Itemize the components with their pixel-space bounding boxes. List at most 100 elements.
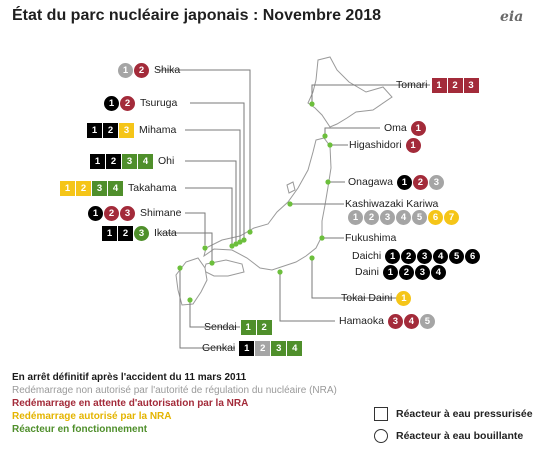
page-title: État du parc nucléaire japonais : Novemb…: [12, 7, 382, 24]
plant-name: Kashiwazaki Kariwa: [345, 198, 439, 210]
plant-name: Mihama: [139, 124, 177, 136]
unit-badge: 1: [348, 209, 363, 225]
plant-daini: Daini 1 2 3 4: [351, 264, 447, 280]
site-marker: [309, 255, 315, 261]
unit-badge: 3: [119, 122, 134, 138]
plant-tokai-daini: Tokai Daini 1: [337, 290, 412, 306]
unit-badge: 5: [412, 209, 427, 225]
leader-shimane: [185, 212, 206, 245]
unit-badge: 2: [255, 340, 271, 356]
unit-badge: 1: [240, 319, 256, 335]
unit-badge: 2: [401, 248, 417, 264]
unit-badge: 4: [433, 248, 449, 264]
unit-badge: 1: [87, 122, 102, 138]
site-marker: [325, 179, 331, 185]
leader-sendai: [189, 300, 240, 328]
plant-name: Ikata: [154, 227, 177, 239]
unit-badge: 4: [396, 209, 411, 225]
leader-oma: [324, 127, 380, 136]
unit-badge: 2: [256, 319, 272, 335]
site-marker: [202, 245, 208, 251]
unit-badge: 2: [134, 62, 149, 78]
plant-hamaoka: Hamaoka 3 4 5: [335, 313, 436, 329]
unit-badge: 3: [463, 77, 479, 93]
site-marker: [187, 297, 193, 303]
plant-name: Takahama: [128, 182, 177, 194]
unit-badge: 3: [120, 205, 135, 221]
site-marker: [229, 243, 235, 249]
unit-badge: 3: [428, 174, 444, 190]
circle-icon: [374, 429, 388, 443]
plant-tsuruga: 1 2 Tsuruga: [104, 95, 181, 111]
unit-badge: 3: [92, 180, 107, 196]
plant-tomari: Tomari 1 2 3: [392, 77, 480, 93]
plant-name: Tsuruga: [140, 97, 178, 109]
legend-not-authorized: Redémarrage non autorisé par l'autorité …: [12, 385, 337, 396]
plant-ikata: 1 2 3 Ikata: [102, 225, 181, 241]
leader-takahama: [185, 187, 233, 246]
unit-badge: 3: [380, 209, 395, 225]
plant-name: Tomari: [396, 79, 428, 91]
unit-badge: 4: [287, 340, 303, 356]
site-marker: [241, 237, 247, 243]
unit-badge: 6: [465, 248, 481, 264]
unit-badge: 4: [138, 153, 153, 169]
plant-name: Tokai Daini: [341, 292, 393, 304]
plant-kashiwazaki-name: Kashiwazaki Kariwa: [341, 196, 442, 212]
unit-badge: 1: [410, 120, 426, 136]
leader-ohi: [185, 160, 237, 244]
unit-badge: 1: [396, 174, 412, 190]
site-marker: [319, 235, 325, 241]
unit-badge: 1: [431, 77, 447, 93]
legend-bwr: Réacteur à eau bouillante: [374, 429, 523, 443]
unit-badge: 7: [444, 209, 459, 225]
leader-tomari: [311, 84, 430, 104]
unit-badge: 1: [405, 137, 421, 153]
plant-name: Ohi: [158, 155, 175, 167]
unit-badge: 1: [60, 180, 75, 196]
plant-ohi: 1 2 3 4 Ohi: [90, 153, 178, 169]
site-marker: [309, 101, 315, 107]
unit-badge: 1: [102, 225, 117, 241]
leader-tokai: [311, 258, 397, 299]
unit-badge: 2: [106, 153, 121, 169]
site-marker: [287, 201, 293, 207]
plant-takahama: 1 2 3 4 Takahama: [60, 180, 180, 196]
plant-fukushima: Fukushima: [341, 230, 400, 246]
unit-badge: 2: [103, 122, 118, 138]
unit-badge: 3: [387, 313, 403, 329]
unit-badge: 1: [382, 264, 398, 280]
unit-badge: 3: [271, 340, 287, 356]
unit-badge: 1: [88, 205, 103, 221]
unit-badge: 1: [385, 248, 401, 264]
site-marker: [327, 142, 333, 148]
unit-badge: 2: [412, 174, 428, 190]
unit-badge: 5: [449, 248, 465, 264]
legend-bwr-label: Réacteur à eau bouillante: [396, 430, 524, 442]
site-marker: [237, 239, 243, 245]
plant-shimane: 1 2 3 Shimane: [88, 205, 185, 221]
leader-tsuruga: [190, 102, 245, 240]
legend-pwr: Réacteur à eau pressurisée: [374, 407, 533, 421]
site-marker: [322, 133, 328, 139]
leader-lines: [157, 69, 430, 349]
plant-sendai: Sendai 1 2: [200, 319, 273, 335]
plant-name: Daini: [355, 266, 379, 278]
legend-running: Réacteur en fonctionnement: [12, 424, 148, 435]
unit-badge: 2: [120, 95, 135, 111]
plant-kashiwazaki-units: 1 2 3 4 5 6 7: [348, 209, 460, 225]
plant-shika: 1 2 Shika: [118, 62, 184, 78]
plant-onagawa: Onagawa 1 2 3: [344, 174, 445, 190]
plant-name: Genkai: [202, 342, 236, 354]
plant-name: Shimane: [140, 207, 182, 219]
leader-ikata: [161, 232, 213, 263]
legend-authorized: Redémarrage autorisé par la NRA: [12, 411, 172, 422]
plant-oma: Oma 1: [380, 120, 427, 136]
leader-hamaoka: [279, 272, 335, 322]
unit-badge: 4: [403, 313, 419, 329]
leader-genkai: [179, 268, 235, 349]
unit-badge: 2: [76, 180, 91, 196]
unit-badge: 4: [430, 264, 446, 280]
unit-badge: 2: [364, 209, 379, 225]
legend-pending: Redémarrage en attente d'autorisation pa…: [12, 398, 249, 409]
